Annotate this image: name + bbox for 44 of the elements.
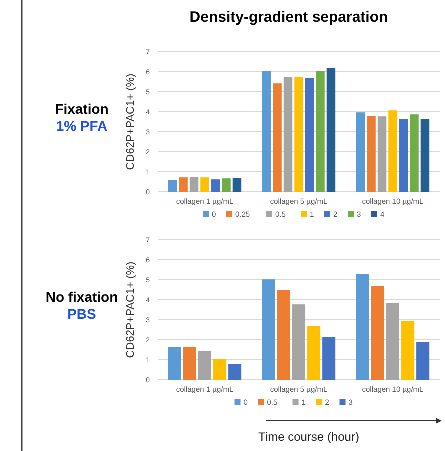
bar bbox=[277, 290, 290, 380]
bar bbox=[262, 71, 272, 192]
bar bbox=[356, 112, 366, 192]
bar bbox=[214, 359, 227, 380]
bar bbox=[168, 347, 182, 380]
bar bbox=[273, 84, 282, 192]
bar bbox=[378, 116, 387, 192]
bar bbox=[284, 77, 293, 192]
bar bbox=[416, 342, 430, 380]
y-axis-title: CD62P+PAC1+ (%) bbox=[125, 74, 137, 170]
text: No fixation bbox=[46, 289, 118, 305]
text: 1% PFA bbox=[56, 118, 108, 134]
bar bbox=[228, 364, 242, 380]
bar bbox=[294, 77, 304, 192]
bar bbox=[262, 280, 276, 380]
bar bbox=[410, 114, 419, 192]
bar bbox=[388, 110, 398, 192]
bar bbox=[200, 178, 210, 192]
bar bbox=[222, 178, 231, 192]
text: PBS bbox=[68, 306, 96, 322]
bar bbox=[399, 119, 408, 192]
bar bbox=[232, 178, 242, 192]
bar bbox=[179, 178, 188, 192]
bar bbox=[420, 119, 430, 192]
bar bbox=[386, 303, 400, 380]
bar bbox=[168, 180, 178, 192]
bar bbox=[367, 116, 376, 192]
bar bbox=[198, 351, 212, 380]
chart-title: Density-gradient separation bbox=[190, 9, 388, 26]
bar bbox=[371, 286, 384, 380]
text: Fixation bbox=[55, 101, 109, 117]
bar bbox=[316, 71, 325, 192]
bar bbox=[356, 274, 370, 380]
y-axis-title: CD62P+PAC1+ (%) bbox=[125, 262, 137, 358]
bar bbox=[292, 304, 306, 380]
x-axis-title: Time course (hour) bbox=[258, 430, 360, 444]
bar bbox=[183, 347, 196, 380]
bar bbox=[322, 337, 336, 380]
bar bbox=[308, 326, 321, 380]
bar bbox=[402, 321, 415, 380]
bar bbox=[326, 68, 336, 192]
bar bbox=[211, 180, 220, 192]
bar bbox=[190, 177, 199, 192]
bar bbox=[305, 78, 314, 192]
